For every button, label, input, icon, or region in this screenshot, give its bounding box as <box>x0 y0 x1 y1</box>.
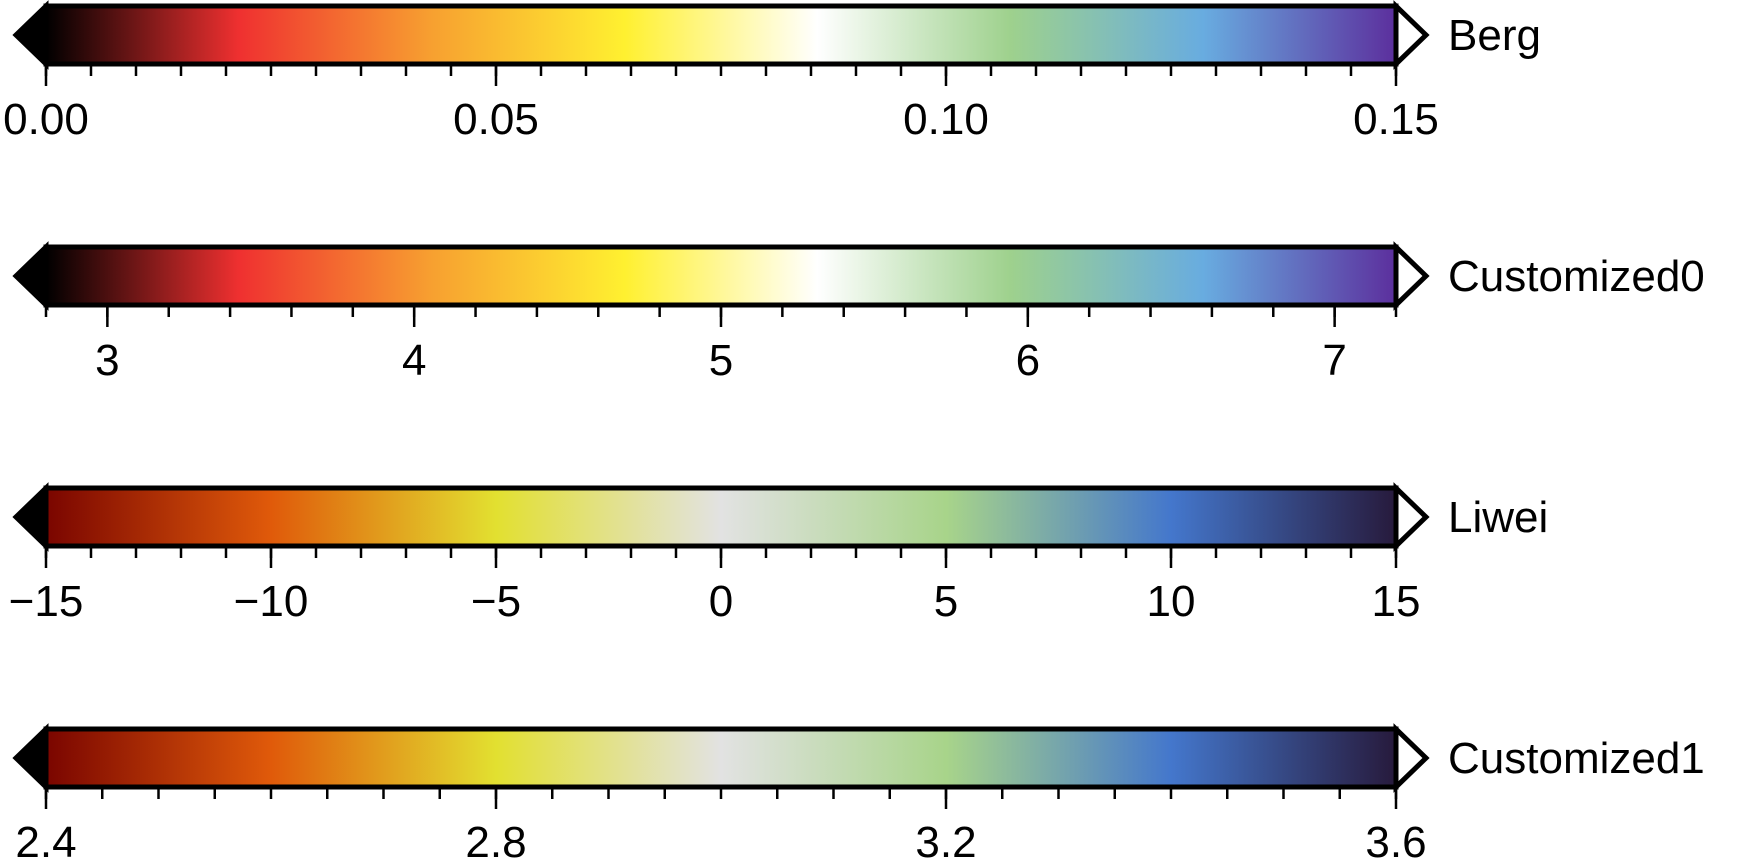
colorbar-gradient <box>43 726 1399 790</box>
low-extension-triangle <box>12 723 49 793</box>
colorbar-customized1: 2.4 2.8 3.2 3.6 Customized1 <box>12 723 1705 864</box>
high-extension-triangle <box>1393 482 1430 552</box>
tick-label: 3.2 <box>915 818 976 864</box>
high-extension-triangle <box>1393 241 1430 311</box>
tick-label: 7 <box>1322 336 1346 385</box>
tick-label: 5 <box>709 336 733 385</box>
tick-label: 0.15 <box>1353 95 1439 144</box>
tick-label: 0.00 <box>3 95 89 144</box>
tick-label: 3 <box>95 336 119 385</box>
colorbar-name: Customized1 <box>1448 734 1705 783</box>
tick-label: 0 <box>709 577 733 626</box>
tick-label: −15 <box>9 577 84 626</box>
tick-label: 2.4 <box>15 818 76 864</box>
tick-label: 5 <box>934 577 958 626</box>
high-extension-triangle <box>1393 0 1430 70</box>
colorbar-customized0: 3 4 5 6 7 Customized0 <box>12 241 1705 385</box>
low-extension-triangle <box>12 0 49 70</box>
tick-label: 10 <box>1147 577 1196 626</box>
high-extension-triangle <box>1393 723 1430 793</box>
tick-label: 6 <box>1016 336 1040 385</box>
tick-label: 2.8 <box>465 818 526 864</box>
colorbar-gradient <box>43 3 1399 67</box>
tick-label: 3.6 <box>1365 818 1426 864</box>
low-extension-triangle <box>12 241 49 311</box>
tick-label: 15 <box>1372 577 1421 626</box>
tick-label: 0.10 <box>903 95 989 144</box>
tick-label: −10 <box>234 577 309 626</box>
colorbar-liwei: −15 −10 −5 0 5 10 15 Liwei <box>9 482 1548 626</box>
tick-label: 4 <box>402 336 426 385</box>
colorbar-gradient <box>43 244 1399 308</box>
colorbar-gradient <box>43 485 1399 549</box>
low-extension-triangle <box>12 482 49 552</box>
colorbar-name: Customized0 <box>1448 252 1705 301</box>
tick-label: 0.05 <box>453 95 539 144</box>
tick-label: −5 <box>471 577 521 626</box>
colorbar-name: Liwei <box>1448 493 1548 542</box>
colorbar-name: Berg <box>1448 11 1541 60</box>
